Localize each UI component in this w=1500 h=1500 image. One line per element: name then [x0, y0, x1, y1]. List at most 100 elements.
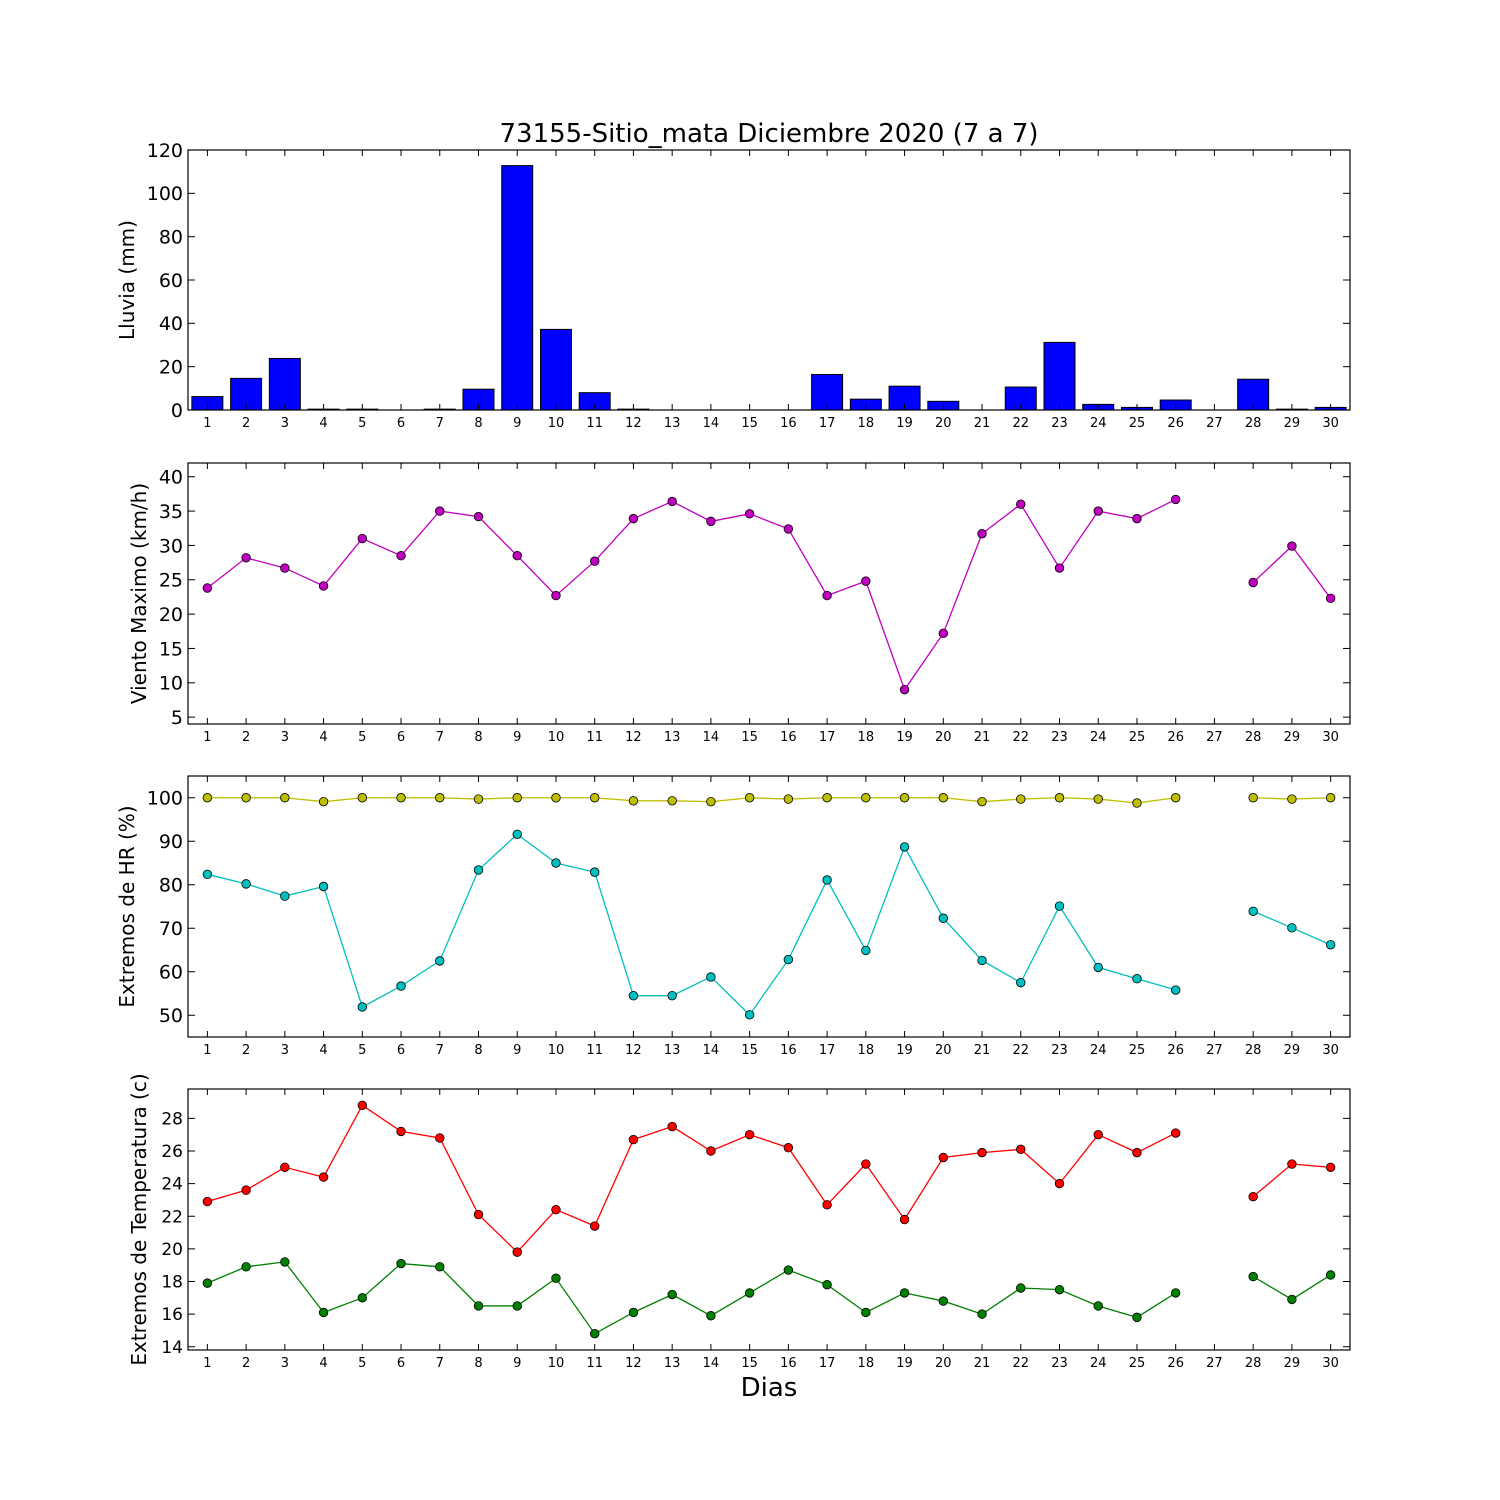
- temperature-xtick-label: 29: [1284, 1356, 1301, 1371]
- humidity-ytick-label: 50: [159, 1005, 183, 1027]
- humidity-series-1-point-29: [1287, 794, 1297, 804]
- temperature-xtick-label: 10: [548, 1356, 565, 1371]
- x-axis-label: Dias: [741, 1373, 798, 1403]
- temperature-series-2-point-19: [899, 1288, 910, 1298]
- humidity-series-1-point-9: [512, 793, 522, 803]
- temperature-ytick-label: 24: [161, 1175, 183, 1195]
- temperature-series-2-point-7: [435, 1262, 445, 1272]
- humidity-series-1-point-16: [783, 794, 794, 804]
- wind-series-1-line-1: [206, 498, 1176, 692]
- humidity-series-2-point-16: [783, 954, 794, 965]
- wind-series-1-point-5: [357, 533, 368, 544]
- temperature-ytick-label: 26: [161, 1142, 183, 1162]
- temperature-xtick-label: 6: [397, 1356, 405, 1371]
- temperature-series-1-point-4: [318, 1172, 329, 1182]
- rain-xtick-label: 3: [281, 416, 289, 431]
- humidity-series-1-point-21: [977, 796, 987, 807]
- temperature-ytick-label: 16: [161, 1305, 183, 1325]
- humidity-series-2-line-1: [207, 833, 1176, 1016]
- wind-xtick-label: 13: [664, 730, 681, 745]
- humidity-xtick-label: 12: [625, 1043, 642, 1058]
- rain-bar-10: [539, 328, 572, 411]
- rain-y-axis-label: Lluvia (mm): [115, 220, 139, 340]
- humidity-ytick-label: 60: [159, 962, 183, 984]
- wind-xtick-label: 11: [586, 730, 603, 745]
- temperature-series-2-point-29: [1287, 1294, 1297, 1305]
- wind-xtick-label: 17: [819, 730, 836, 745]
- temperature-series-1-point-15: [744, 1129, 755, 1140]
- temperature-xtick-label: 11: [586, 1356, 603, 1371]
- wind-ytick-label: 10: [159, 673, 183, 695]
- temperature-ytick-label: 22: [161, 1207, 183, 1227]
- wind-series-1-point-2: [241, 553, 251, 563]
- humidity-y-axis-label: Extremos de HR (%): [115, 805, 139, 1007]
- temperature-series-2-point-20: [938, 1296, 949, 1306]
- humidity-series-2-point-3: [280, 891, 290, 901]
- wind-xtick-label: 30: [1322, 730, 1339, 745]
- wind-xtick-label: 2: [242, 730, 250, 745]
- temperature-series-2-point-30: [1325, 1270, 1336, 1280]
- wind-xtick-label: 19: [896, 730, 913, 745]
- humidity-series-2-point-15: [744, 1010, 755, 1020]
- temperature-xtick-label: 15: [741, 1356, 758, 1371]
- rain-xtick-label: 17: [819, 416, 836, 431]
- humidity-series-1-point-7: [435, 793, 445, 803]
- temperature-xtick-label: 16: [780, 1356, 797, 1371]
- rain-ytick-label: 40: [159, 313, 183, 335]
- wind-series-1-point-6: [396, 551, 406, 561]
- wind-xtick-label: 4: [319, 730, 327, 745]
- temperature-ytick-label: 20: [161, 1240, 183, 1260]
- wind-series-1-point-20: [938, 628, 949, 639]
- temperature-series-2-point-26: [1170, 1288, 1181, 1298]
- humidity-series-1-point-2: [241, 793, 251, 803]
- temperature-series-2-point-21: [977, 1309, 987, 1319]
- temperature-series-1-point-26: [1170, 1128, 1181, 1138]
- humidity-series-1-point-17: [822, 793, 832, 803]
- humidity-series-1-point-10: [551, 793, 561, 803]
- temperature-xtick-label: 7: [436, 1356, 444, 1371]
- temperature-panel: Extremos de Temperatura (c) 141618202224…: [127, 1073, 1351, 1371]
- rain-xtick-label: 8: [474, 416, 482, 431]
- rain-xtick-label: 12: [625, 416, 642, 431]
- wind-series-1-point-22: [1016, 499, 1026, 509]
- rain-ytick-label: 80: [159, 227, 183, 249]
- temperature-series-1-point-30: [1325, 1162, 1336, 1173]
- humidity-series-2-point-12: [628, 990, 639, 1001]
- temperature-series-2-line-1: [207, 1261, 1177, 1335]
- humidity-series-2-point-7: [435, 956, 445, 966]
- temperature-xtick-label: 4: [319, 1356, 327, 1371]
- wind-series-1-point-4: [318, 581, 329, 591]
- temperature-series-2-point-2: [241, 1262, 251, 1272]
- wind-xtick-label: 18: [858, 730, 875, 745]
- humidity-xtick-label: 19: [896, 1043, 913, 1058]
- humidity-xtick-label: 21: [974, 1043, 991, 1058]
- humidity-series-2-point-6: [396, 981, 406, 991]
- temperature-series-2-point-3: [280, 1257, 290, 1267]
- humidity-series-1-point-11: [590, 793, 600, 803]
- humidity-xtick-label: 5: [358, 1043, 366, 1058]
- rain-xtick-label: 28: [1245, 416, 1262, 431]
- temperature-series-2-point-6: [396, 1258, 406, 1269]
- temperature-series-1-point-14: [706, 1146, 716, 1156]
- humidity-series-1-point-8: [473, 794, 484, 804]
- wind-series-1-point-8: [473, 511, 484, 522]
- wind-series-1-point-3: [280, 563, 290, 573]
- rain-xtick-label: 1: [203, 416, 211, 431]
- humidity-series-1-point-18: [861, 793, 871, 803]
- humidity-series-1-point-26: [1170, 793, 1181, 803]
- temperature-series-2-point-23: [1054, 1284, 1065, 1295]
- humidity-series-1-point-3: [280, 793, 290, 803]
- humidity-xtick-label: 15: [741, 1043, 758, 1058]
- temperature-series-2-point-17: [822, 1280, 832, 1290]
- temperature-series-1-point-3: [280, 1162, 290, 1173]
- humidity-series-1-point-24: [1093, 794, 1103, 804]
- wind-series-1-point-13: [667, 496, 677, 507]
- rain-xtick-label: 10: [548, 416, 565, 431]
- humidity-xtick-label: 8: [474, 1043, 482, 1058]
- rain-xtick-label: 14: [703, 416, 720, 431]
- humidity-xtick-label: 10: [548, 1043, 565, 1058]
- temperature-xtick-label: 3: [281, 1356, 289, 1371]
- temperature-series-1-point-2: [241, 1185, 251, 1195]
- rain-xtick-label: 20: [935, 416, 952, 431]
